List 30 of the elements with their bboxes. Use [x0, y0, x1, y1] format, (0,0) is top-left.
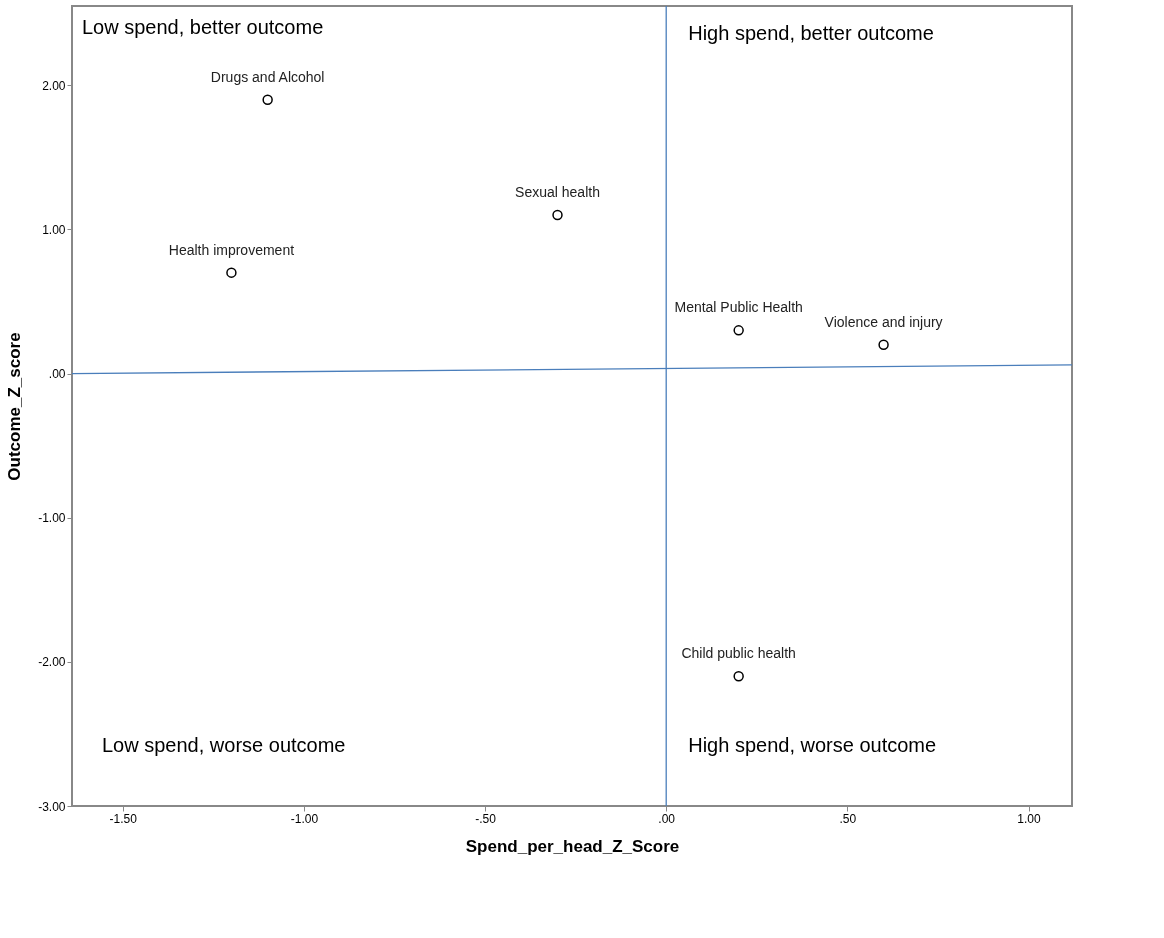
- point: [552, 209, 563, 221]
- point: [733, 671, 744, 682]
- annotation: High spend, better outcome: [688, 22, 934, 44]
- y-axis-title: Outcome_Z_score: [5, 332, 25, 481]
- x-tick-label: 1.00: [1017, 811, 1042, 826]
- x-tick-label: .00: [658, 811, 676, 826]
- y-tick-label: 1.00: [42, 222, 66, 237]
- y-tick-label: -1.00: [38, 511, 66, 526]
- x-tick-label: -.50: [475, 811, 497, 826]
- point: [878, 339, 889, 350]
- point: [733, 325, 744, 336]
- point: [262, 94, 273, 105]
- annotation: Mental Public Health: [674, 299, 803, 316]
- annotation: Low spend, worse outcome: [102, 734, 346, 756]
- annotation: Child public health: [681, 645, 796, 662]
- point: [226, 267, 237, 278]
- y-tick-label: -3.00: [38, 799, 66, 814]
- annotation: Violence and injury: [824, 313, 943, 330]
- x-axis-title: Spend_per_head_Z_Score: [465, 836, 680, 856]
- x-tick-label: -1.00: [290, 811, 319, 826]
- annotation: Sexual health: [515, 184, 600, 201]
- annotation: Health improvement: [168, 241, 295, 258]
- y-tick-label: -2.00: [38, 655, 66, 670]
- annotation: Low spend, better outcome: [82, 16, 324, 38]
- x-tick-label: .50: [839, 811, 857, 826]
- y-tick-label: 2.00: [42, 78, 66, 93]
- y-tick-label: .00: [48, 367, 66, 382]
- x-tick-label: -1.50: [109, 811, 138, 826]
- annotation: High spend, worse outcome: [688, 734, 937, 756]
- annotation: Drugs and Alcohol: [210, 68, 325, 85]
